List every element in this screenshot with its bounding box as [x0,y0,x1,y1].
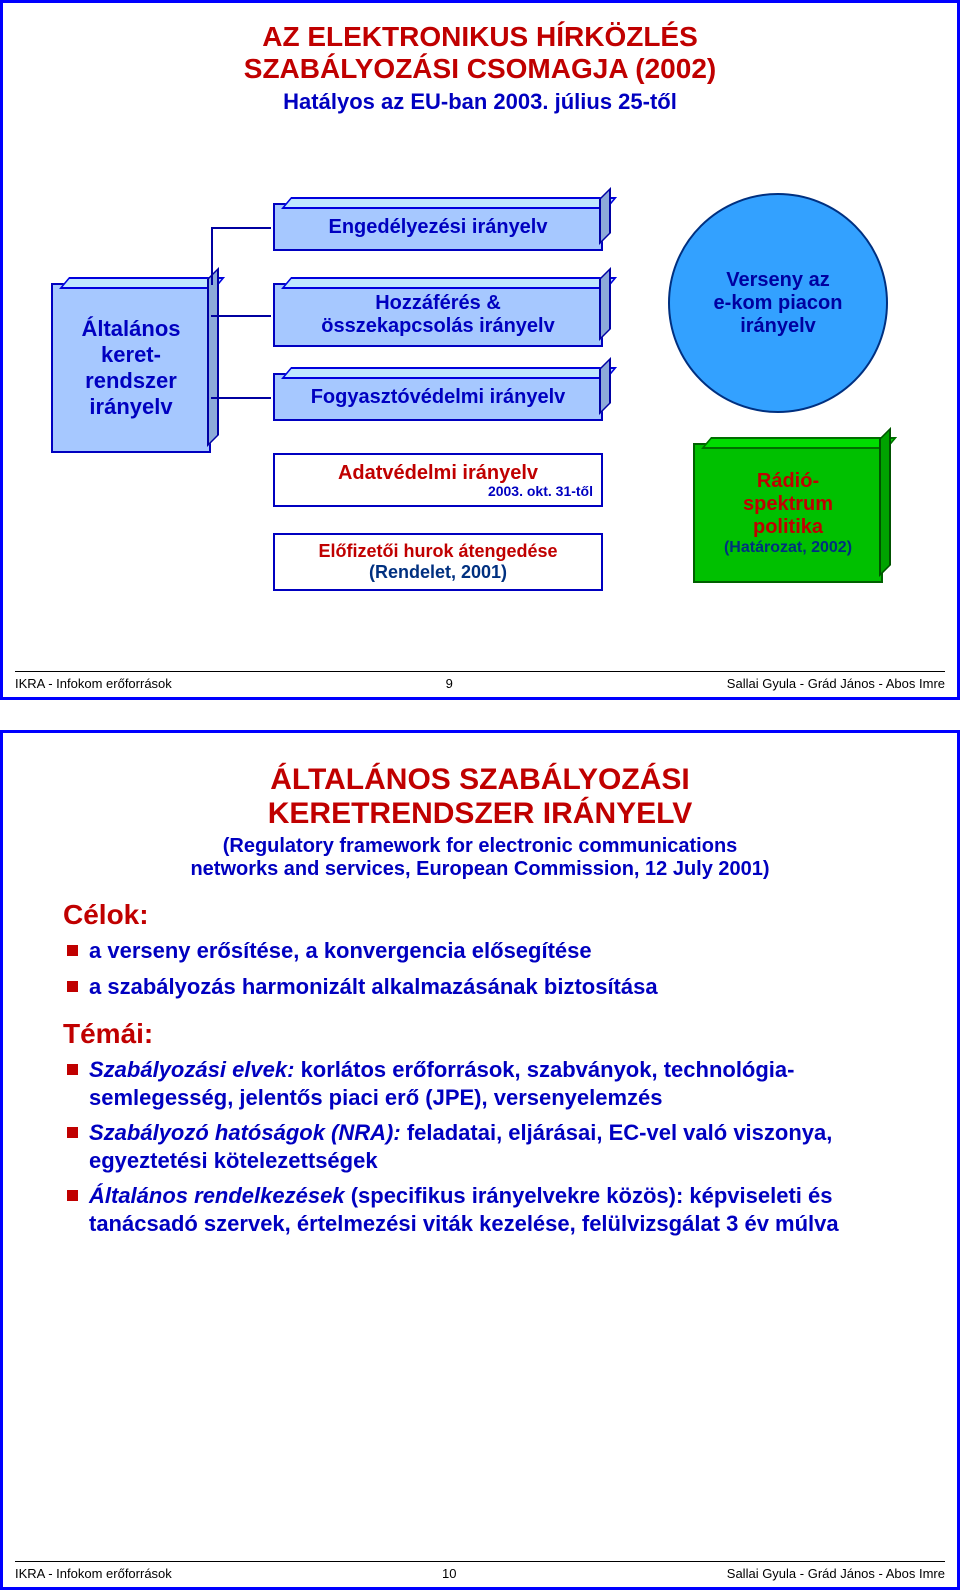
slide2-title-line1: ÁLTALÁNOS SZABÁLYOZÁSI [63,763,897,797]
slide1-footer: IKRA - Infokom erőforrások 9 Sallai Gyul… [15,671,945,691]
connector-1v [211,227,213,285]
footer-center: 9 [446,676,453,691]
box-hozzaferes: Hozzáférés & összekapcsolás irányelv [273,283,603,347]
list-celok: a verseny erősítése, a konvergencia elős… [63,937,897,1000]
box-elofi-l1: Előfizetői hurok átengedése [318,541,557,562]
box-adat-text: Adatvédelmi irányelv [338,462,538,485]
temai-item-0: Szabályozási elvek: korlátos erőforrások… [63,1056,897,1111]
circle-verseny: Verseny az e-kom piacon irányelv [668,193,888,413]
celok-item-0: a verseny erősítése, a konvergencia elős… [63,937,897,965]
box-elofi-l2: (Rendelet, 2001) [369,562,507,583]
box-adat-note: 2003. okt. 31-től [488,483,601,499]
footer-left: IKRA - Infokom erőforrások [15,676,172,691]
temai-item-0-lead: Szabályozási elvek: [89,1057,294,1082]
temai-item-2-lead: Általános rendelkezések [89,1183,345,1208]
box-hoz-l2: összekapcsolás irányelv [321,315,554,338]
celok-item-1: a szabályozás harmonizált alkalmazásának… [63,973,897,1001]
green-l3: politika [753,516,823,539]
connector-1 [211,227,271,229]
slide2-sub-line1: (Regulatory framework for electronic com… [63,835,897,858]
box-hoz-l1: Hozzáférés & [375,292,501,315]
celok-item-0-text: a verseny erősítése, a konvergencia elős… [89,938,592,963]
label-celok: Célok: [63,899,897,931]
box-kr-l3: rendszer [85,368,177,394]
temai-item-1-lead: Szabályozó hatóságok (NRA): [89,1120,401,1145]
circle-l3: irányelv [740,315,816,338]
connector-2 [211,315,271,317]
slide1-title-block: AZ ELEKTRONIKUS HÍRKÖZLÉS SZABÁLYOZÁSI C… [3,3,957,115]
slide2-sub-line2: networks and services, European Commissi… [63,858,897,881]
footer2-right: Sallai Gyula - Grád János - Abos Imre [727,1566,945,1581]
green-l2: spektrum [743,493,833,516]
label-temai: Témái: [63,1018,897,1050]
box-fogy-text: Fogyasztóvédelmi irányelv [311,386,566,409]
box-eng-text: Engedélyezési irányelv [328,216,547,239]
box-adatvedelmi: Adatvédelmi irányelv 2003. okt. 31-től [273,453,603,507]
connector-3v [211,397,213,399]
slide1-title-line3: Hatályos az EU-ban 2003. július 25-től [3,89,957,115]
circle-l1: Verseny az [726,269,829,292]
celok-item-1-text: a szabályozás harmonizált alkalmazásának… [89,974,658,999]
footer-right: Sallai Gyula - Grád János - Abos Imre [727,676,945,691]
slide2-body: ÁLTALÁNOS SZABÁLYOZÁSI KERETRENDSZER IRÁ… [3,733,957,1237]
slide-1: AZ ELEKTRONIKUS HÍRKÖZLÉS SZABÁLYOZÁSI C… [0,0,960,700]
circle-l2: e-kom piacon [714,292,843,315]
slide1-title-line2: SZABÁLYOZÁSI CSOMAGJA (2002) [3,53,957,85]
box-kr-l1: Általános [81,316,180,342]
slide1-title-line1: AZ ELEKTRONIKUS HÍRKÖZLÉS [3,21,957,53]
green-l4: (Határozat, 2002) [724,539,852,557]
temai-item-2: Általános rendelkezések (specifikus irán… [63,1182,897,1237]
green-l1: Rádió- [757,470,819,493]
box-elofizetoi: Előfizetői hurok átengedése (Rendelet, 2… [273,533,603,591]
connector-3 [211,397,271,399]
box-radiospektrum: Rádió- spektrum politika (Határozat, 200… [693,443,883,583]
box-keretrendszer: Általános keret- rendszer irányelv [51,283,211,453]
footer2-left: IKRA - Infokom erőforrások [15,1566,172,1581]
slide2-footer: IKRA - Infokom erőforrások 10 Sallai Gyu… [15,1561,945,1581]
slide-2: ÁLTALÁNOS SZABÁLYOZÁSI KERETRENDSZER IRÁ… [0,730,960,1590]
temai-item-1: Szabályozó hatóságok (NRA): feladatai, e… [63,1119,897,1174]
box-fogyaszto: Fogyasztóvédelmi irányelv [273,373,603,421]
box-engedelyezesi: Engedélyezési irányelv [273,203,603,251]
box-kr-l4: irányelv [89,394,172,420]
box-kr-l2: keret- [101,342,161,368]
slide2-title-line2: KERETRENDSZER IRÁNYELV [63,797,897,831]
list-temai: Szabályozási elvek: korlátos erőforrások… [63,1056,897,1237]
footer2-center: 10 [442,1566,456,1581]
